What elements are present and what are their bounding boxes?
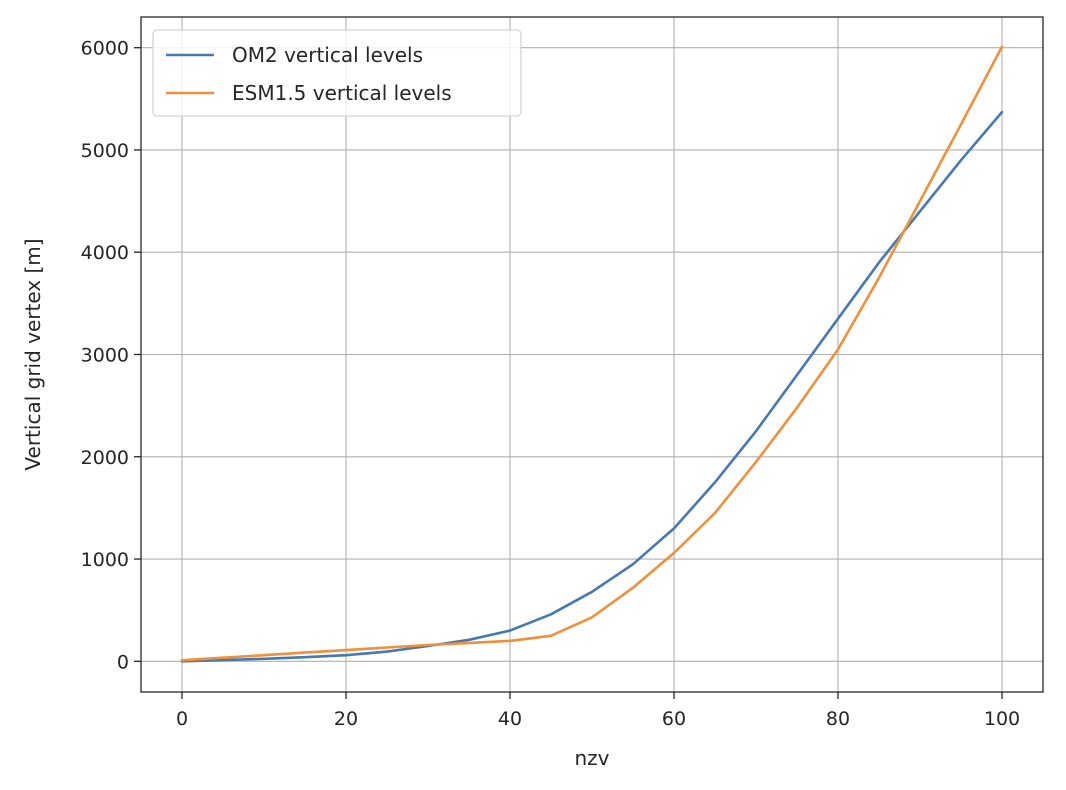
y-tick-label: 0	[117, 651, 129, 673]
series-layer	[180, 45, 1004, 663]
x-tick-label: 60	[662, 708, 686, 730]
x-tick-label: 80	[826, 708, 850, 730]
legend-label-1: ESM1.5 vertical levels	[232, 81, 452, 105]
y-tick-label: 4000	[81, 242, 129, 264]
x-tick-label: 100	[984, 708, 1020, 730]
grid	[141, 17, 1043, 692]
y-tick-label: 1000	[81, 549, 129, 571]
y-tick-label: 2000	[81, 447, 129, 469]
x-tick-label: 0	[176, 708, 188, 730]
legend-label-0: OM2 vertical levels	[232, 43, 423, 67]
x-axis-title: nzv	[574, 746, 609, 770]
x-tick-label: 40	[498, 708, 522, 730]
series-line-0	[180, 110, 1004, 663]
y-tick-label: 5000	[81, 140, 129, 162]
y-axis: 0 1000 2000 3000 4000 5000 6000	[81, 38, 141, 673]
series-line-1	[180, 45, 1004, 662]
y-axis-title: Vertical grid vertex [m]	[21, 238, 45, 470]
legend: OM2 vertical levels ESM1.5 vertical level…	[152, 29, 522, 117]
y-tick-label: 6000	[81, 38, 129, 60]
x-tick-label: 20	[334, 708, 358, 730]
x-axis: 0 20 40 60 80 100	[176, 692, 1020, 730]
y-tick-label: 3000	[81, 345, 129, 367]
legend-box	[152, 29, 522, 117]
